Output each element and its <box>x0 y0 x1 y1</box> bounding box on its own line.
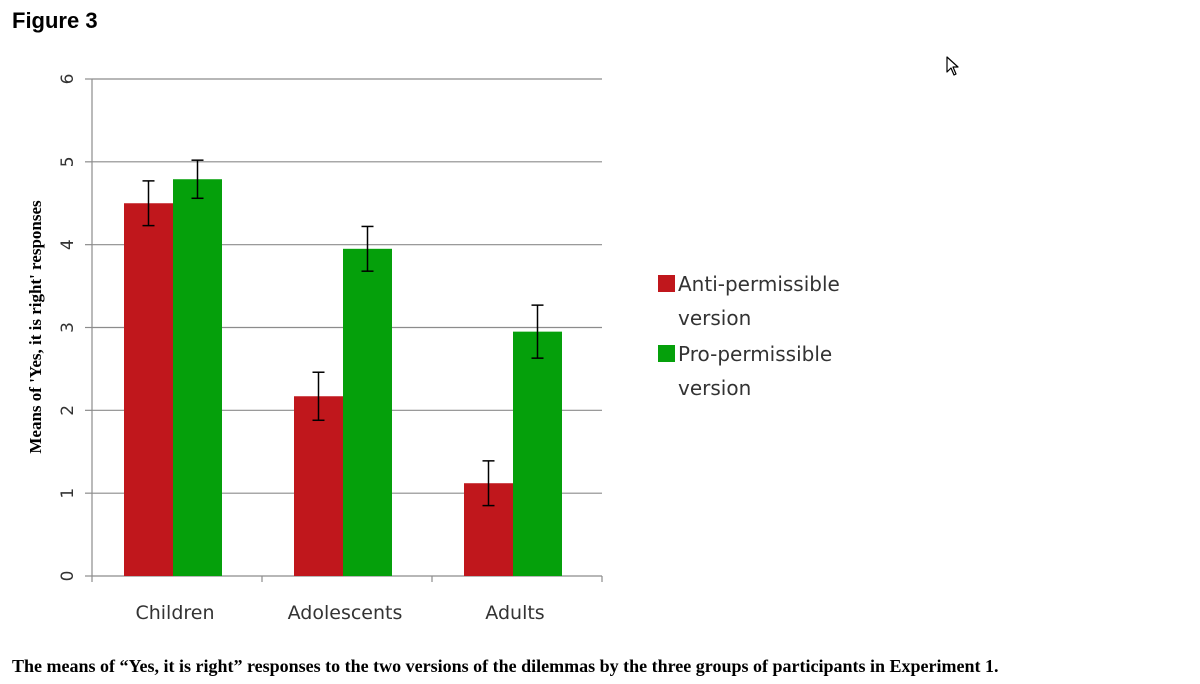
bar <box>294 396 343 576</box>
y-tick-label: 6 <box>58 74 78 85</box>
error-bar <box>191 159 204 200</box>
mouse-pointer-icon <box>946 56 959 76</box>
bar <box>513 331 562 576</box>
error-bar <box>361 225 374 272</box>
error-bar <box>482 460 495 507</box>
figure-caption: The means of “Yes, it is right” response… <box>12 656 999 676</box>
figure-label: Figure 3 <box>12 8 98 33</box>
y-tick-label: 0 <box>58 571 78 582</box>
y-tick-label: 1 <box>58 488 78 499</box>
y-axis-title: Means of 'Yes, it is right' responses <box>26 200 45 454</box>
y-tick-label: 2 <box>58 405 78 416</box>
legend-label: version <box>678 376 751 400</box>
error-bar <box>312 371 325 422</box>
legend-swatch <box>658 275 675 292</box>
legend-label: Pro-permissible <box>678 342 832 366</box>
tick-labels: 0 1 2 3 4 5 6 Children Adolescents Adults <box>58 74 545 624</box>
legend-label: version <box>678 306 751 330</box>
legend: Anti-permissible version Pro-permissible ve… <box>658 272 840 400</box>
y-tick-label: 5 <box>58 156 78 167</box>
legend-label: Anti-permissible <box>678 272 840 296</box>
x-tick-label: Adolescents <box>288 602 403 624</box>
error-bar <box>531 304 544 359</box>
bars <box>124 179 562 576</box>
error-bars <box>142 159 544 507</box>
x-tick-label: Children <box>135 602 214 624</box>
legend-swatch <box>658 345 675 362</box>
bar <box>124 203 173 576</box>
y-tick-label: 3 <box>58 322 78 333</box>
x-tick-label: Adults <box>485 602 544 624</box>
bar <box>343 248 392 576</box>
y-tick-label: 4 <box>58 239 78 250</box>
bar-chart: 0 1 2 3 4 5 6 Children Adolescents Adults Anti-pe… <box>26 74 840 624</box>
error-bar <box>142 180 155 227</box>
bar <box>173 179 222 576</box>
